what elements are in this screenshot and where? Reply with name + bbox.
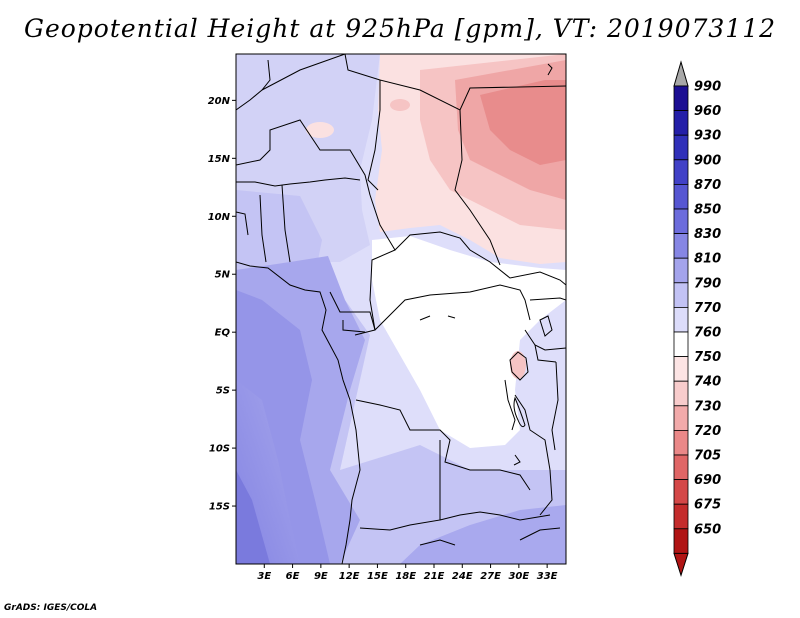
colorbar-level-label: 960	[694, 104, 721, 119]
colorbar-swatch	[673, 380, 689, 407]
lon-tick-label: 27E	[480, 571, 501, 582]
colorbar-swatch	[673, 503, 689, 530]
colorbar-swatch	[673, 356, 689, 382]
colorbar-swatch	[673, 405, 689, 431]
footer-credit: GrADS: IGES/COLA	[4, 603, 98, 613]
lon-tick-label: 18E	[395, 571, 416, 582]
colorbar-swatch	[673, 208, 689, 235]
colorbar-swatch	[673, 528, 689, 554]
lon-tick-label: 33E	[537, 571, 558, 582]
lon-tick-label: 9E	[314, 571, 328, 582]
colorbar-level-label: 930	[694, 129, 721, 144]
colorbar-level-label: 870	[694, 178, 721, 193]
geopotential-map-figure: 20N 15N 10N 5N EQ 5S 10S 15S 3E 6E 9E 12E 15E 18E 21E…	[208, 53, 721, 582]
colorbar-level-label: 730	[694, 399, 721, 414]
lon-tick-label: 30E	[508, 571, 529, 582]
plot-frame	[235, 53, 567, 565]
latitude-ticks: 20N 15N 10N 5N EQ 5S 10S 15S	[208, 96, 236, 513]
colorbar-level-label: 750	[694, 350, 721, 365]
lat-tick-label: 5N	[215, 270, 231, 281]
colorbar-swatch	[673, 183, 689, 210]
lon-tick-label: 6E	[286, 571, 300, 582]
colorbar-level-label: 705	[694, 449, 721, 464]
lon-tick-label: 24E	[452, 571, 473, 582]
colorbar: 990 960 930 900 870 850 830 810 790 770 760 750 740 7…	[673, 60, 721, 578]
longitude-ticks: 3E 6E 9E 12E 15E 18E 21E 24E 27E 30E 33E	[257, 564, 558, 582]
lon-tick-label: 12E	[339, 571, 360, 582]
colorbar-top-arrow	[673, 60, 689, 87]
colorbar-level-label: 900	[694, 153, 721, 168]
lon-tick-label: 21E	[424, 571, 445, 582]
colorbar-level-label: 740	[694, 375, 721, 390]
lat-tick-label: EQ	[215, 328, 231, 339]
lat-tick-label: 5S	[216, 386, 230, 397]
lat-tick-label: 10S	[209, 444, 230, 455]
country-borders	[236, 54, 566, 564]
map-title: Geopotential Height at 925hPa [gpm], VT:…	[23, 14, 777, 43]
colorbar-swatch	[673, 306, 689, 333]
colorbar-level-label: 770	[694, 301, 721, 316]
colorbar-level-label: 990	[694, 80, 721, 95]
colorbar-level-label: 810	[694, 252, 721, 267]
colorbar-level-label: 850	[694, 203, 721, 218]
colorbar-swatch	[673, 134, 689, 161]
colorbar-level-label: 760	[694, 326, 721, 341]
colorbar-bottom-arrow	[673, 552, 689, 578]
colorbar-swatch	[673, 85, 689, 112]
colorbar-swatch	[673, 159, 689, 185]
colorbar-swatch	[673, 454, 689, 481]
colorbar-level-label: 690	[694, 473, 721, 488]
colorbar-swatch	[673, 479, 689, 505]
lat-tick-label: 10N	[208, 212, 231, 223]
colorbar-level-label: 790	[694, 276, 721, 291]
colorbar-swatch	[673, 233, 689, 259]
lat-tick-label: 15S	[209, 502, 230, 513]
colorbar-level-label: 830	[694, 227, 721, 242]
colorbar-level-label: 675	[694, 498, 721, 513]
lat-tick-label: 15N	[208, 154, 231, 165]
colorbar-swatch	[673, 429, 689, 456]
colorbar-swatch	[673, 257, 689, 284]
height-field	[236, 54, 566, 564]
lon-tick-label: 3E	[257, 571, 271, 582]
lat-tick-label: 20N	[208, 96, 231, 107]
colorbar-level-label: 650	[694, 522, 721, 537]
colorbar-swatch	[673, 110, 689, 136]
colorbar-swatch	[673, 331, 689, 358]
colorbar-level-label: 720	[694, 424, 721, 439]
colorbar-swatch	[673, 282, 689, 308]
lon-tick-label: 15E	[367, 571, 388, 582]
